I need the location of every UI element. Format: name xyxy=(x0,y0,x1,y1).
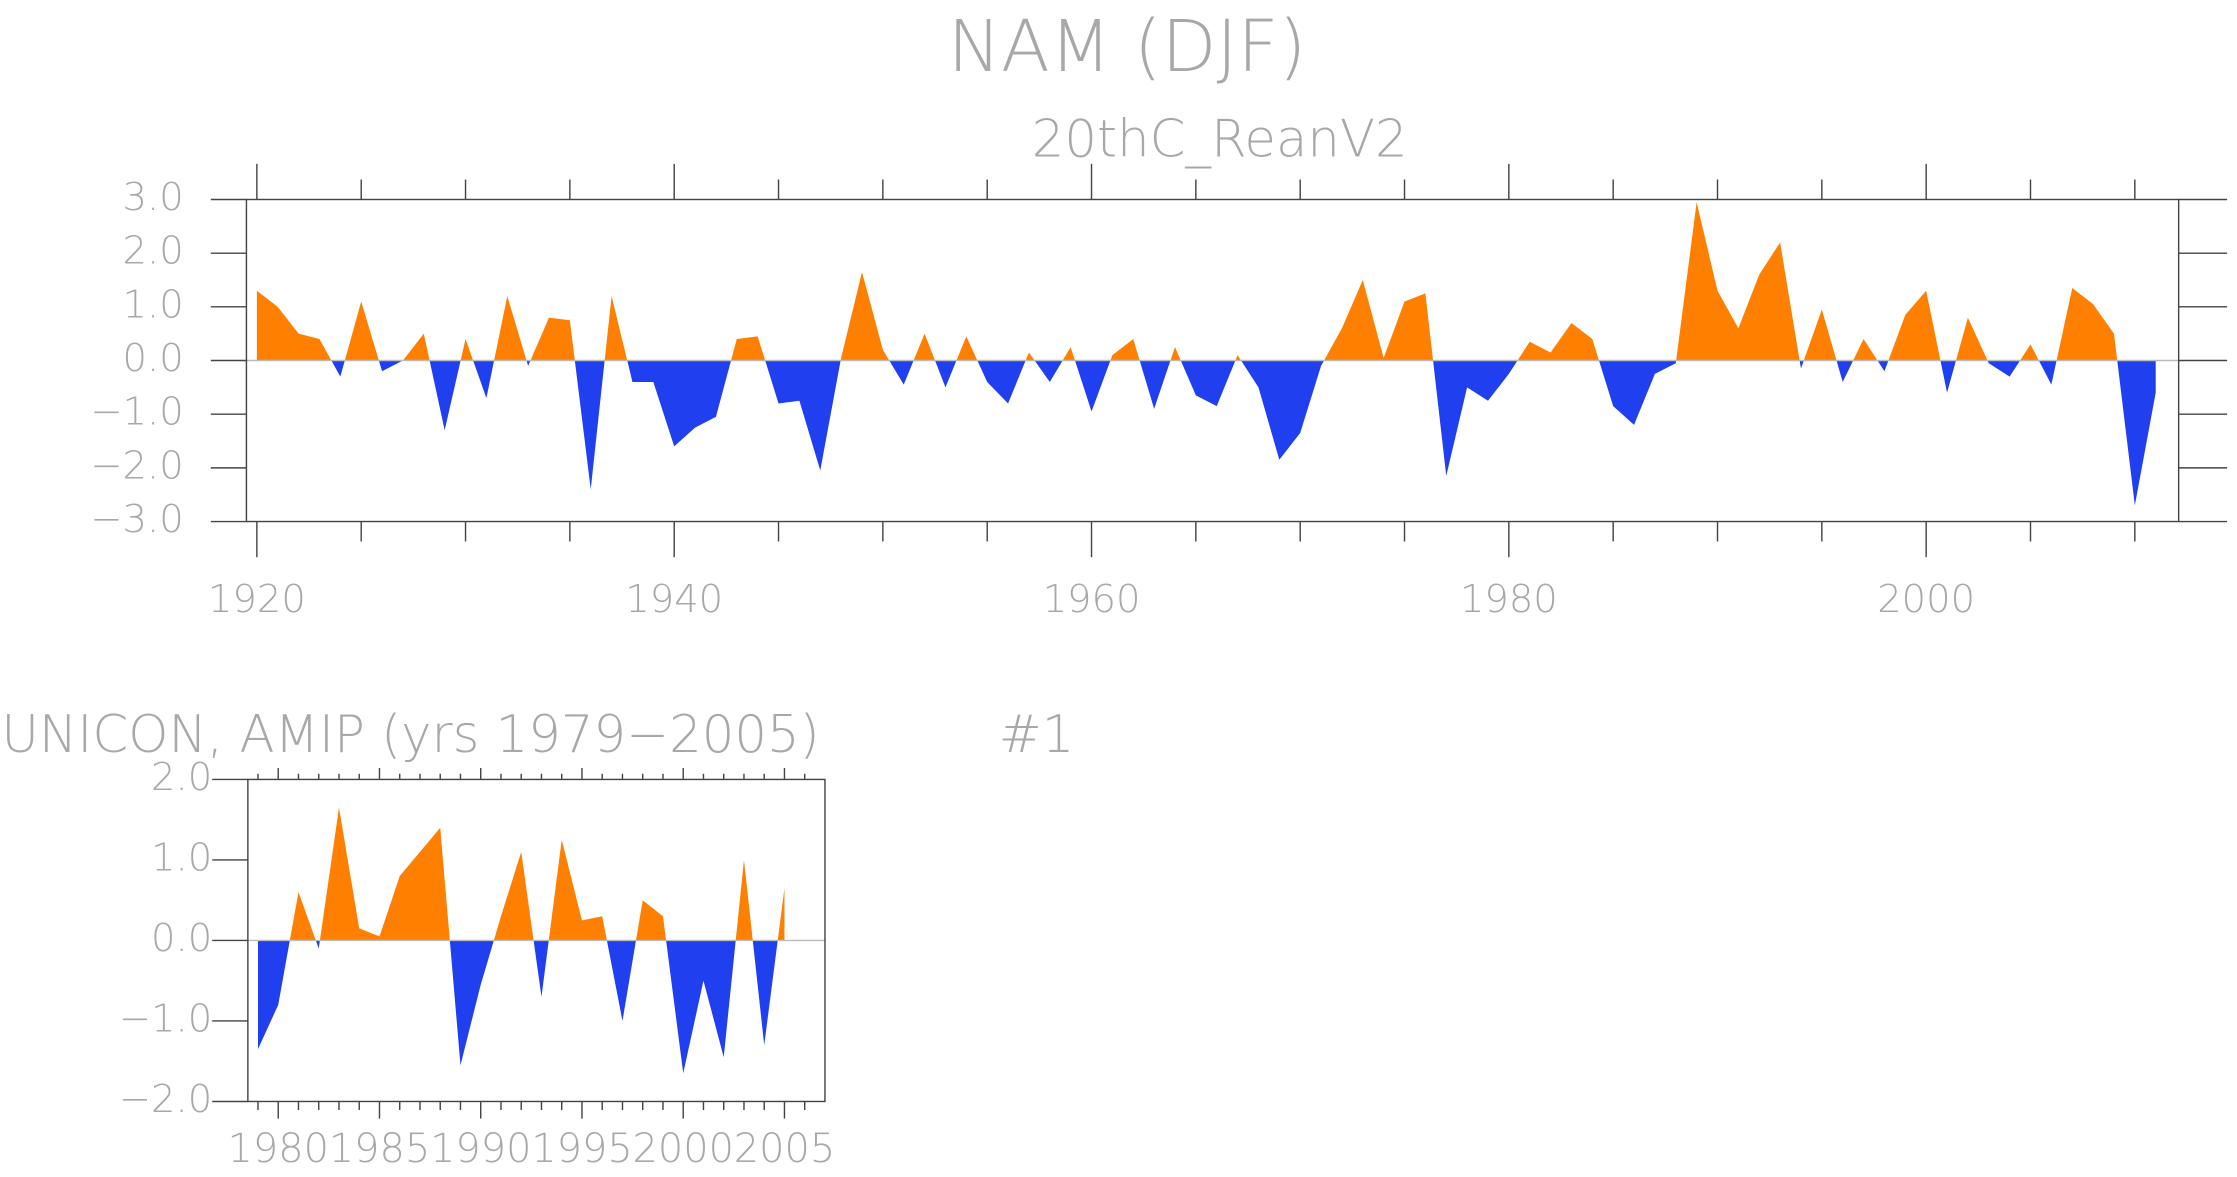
x-tick-label: 1960 xyxy=(1043,577,1141,622)
y-tick-label: −1.0 xyxy=(119,996,212,1041)
x-tick-label: 2000 xyxy=(632,1126,733,1172)
x-tick-label: 1980 xyxy=(1460,577,1558,622)
y-tick-label: 1.0 xyxy=(151,835,212,880)
x-tick-label: 1920 xyxy=(208,577,306,622)
y-tick-label: −1.0 xyxy=(90,390,183,435)
y-tick-label: 2.0 xyxy=(123,229,184,274)
negative-area xyxy=(257,940,785,1074)
x-tick-label: 1985 xyxy=(329,1126,430,1172)
chart-title: NAM (DJF) xyxy=(948,5,1307,88)
y-tick-label: 3.0 xyxy=(123,175,184,220)
chart-title: UNICON, AMIP (yrs 1979−2005) xyxy=(1,705,819,765)
chart-subtitle: 20thC_ReanV2 xyxy=(1032,109,1408,169)
y-tick-label: −3.0 xyxy=(90,497,183,542)
positive-area xyxy=(257,807,785,941)
x-tick-label: 1980 xyxy=(227,1126,328,1172)
x-tick-label: 1940 xyxy=(625,577,723,622)
x-tick-label: 2000 xyxy=(1877,577,1975,622)
positive-area xyxy=(256,202,2118,361)
negative-area xyxy=(256,360,2156,506)
y-tick-label: 0.0 xyxy=(123,336,184,381)
x-tick-label: 1995 xyxy=(531,1126,632,1172)
x-tick-label: 2005 xyxy=(734,1126,835,1172)
y-tick-label: 2.0 xyxy=(151,755,212,800)
y-tick-label: −2.0 xyxy=(90,443,183,488)
y-tick-label: −2.0 xyxy=(119,1077,212,1122)
y-tick-label: 1.0 xyxy=(123,282,184,327)
y-tick-label: 0.0 xyxy=(151,916,212,961)
x-tick-label: 1990 xyxy=(430,1126,531,1172)
annotation: #1 xyxy=(999,705,1075,765)
